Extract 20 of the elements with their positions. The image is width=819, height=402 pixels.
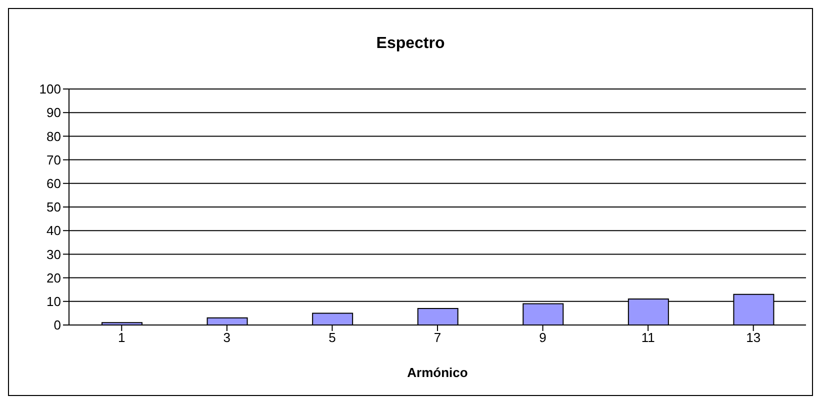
x-tick-label: 13 [746, 330, 761, 346]
y-tick-label: 90 [46, 105, 61, 120]
y-tick-label: 0 [54, 318, 61, 333]
x-tick-label: 11 [641, 330, 655, 346]
y-tick-label: 100 [39, 82, 61, 97]
y-tick-label: 50 [46, 200, 61, 215]
x-tick-label: 3 [223, 330, 231, 346]
x-tick-label: 9 [539, 330, 546, 346]
y-tick-label: 10 [46, 294, 61, 310]
y-tick-label: 60 [46, 176, 61, 192]
y-tick-label: 20 [46, 270, 61, 286]
x-tick-label: 1 [118, 330, 126, 346]
y-tick-label: 40 [46, 223, 61, 238]
x-tick-label: 7 [434, 330, 442, 346]
y-tick-label: 80 [46, 128, 61, 144]
chart-title: Espectro [375, 35, 446, 53]
y-tick-label: 30 [46, 246, 61, 262]
x-tick-label: 5 [328, 330, 336, 346]
x-axis-title: Armónico [407, 365, 468, 380]
y-tick-label: 70 [46, 152, 61, 168]
